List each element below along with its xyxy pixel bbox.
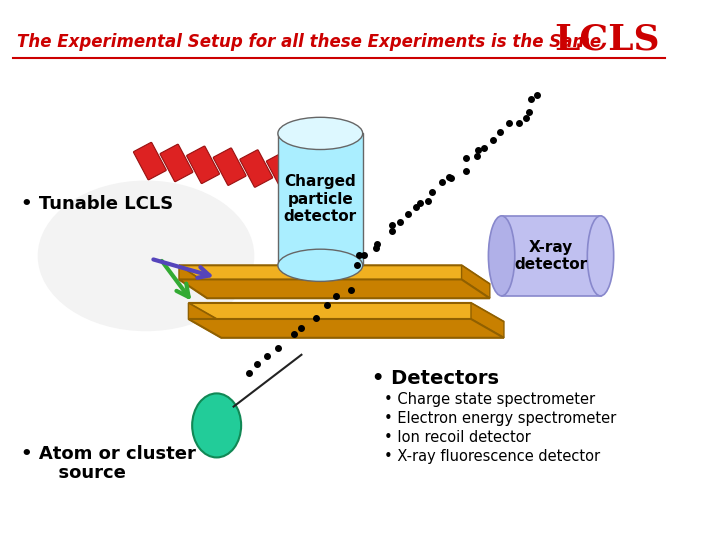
FancyBboxPatch shape (160, 144, 193, 181)
Text: LCLS: LCLS (554, 22, 660, 56)
Polygon shape (189, 303, 221, 338)
Text: • Atom or cluster: • Atom or cluster (21, 444, 196, 463)
Polygon shape (179, 265, 490, 284)
Bar (278, 133, 363, 265)
Text: The Experimental Setup for all these Experiments is the Same: The Experimental Setup for all these Exp… (17, 33, 601, 51)
Polygon shape (189, 303, 504, 322)
Bar (502, 216, 600, 296)
FancyBboxPatch shape (186, 146, 220, 184)
Text: • Charge state spectrometer: • Charge state spectrometer (384, 393, 595, 408)
Text: • Detectors: • Detectors (372, 369, 499, 388)
Text: • Tunable LCLS: • Tunable LCLS (21, 195, 173, 213)
Text: source: source (21, 463, 125, 482)
FancyBboxPatch shape (293, 153, 326, 191)
Polygon shape (189, 319, 504, 338)
Text: • Electron energy spectrometer: • Electron energy spectrometer (384, 411, 616, 427)
Polygon shape (179, 265, 207, 298)
Ellipse shape (588, 216, 613, 296)
Text: • Ion recoil detector: • Ion recoil detector (384, 430, 531, 445)
Text: Charged
particle
detector: Charged particle detector (284, 174, 357, 224)
Text: • X-ray fluorescence detector: • X-ray fluorescence detector (384, 449, 600, 464)
FancyBboxPatch shape (213, 148, 246, 185)
Ellipse shape (278, 249, 363, 281)
FancyBboxPatch shape (266, 152, 300, 189)
FancyBboxPatch shape (133, 143, 166, 180)
Polygon shape (471, 303, 504, 338)
Ellipse shape (488, 216, 515, 296)
Ellipse shape (192, 394, 241, 457)
Polygon shape (462, 265, 490, 298)
Text: X-ray
detector: X-ray detector (515, 240, 588, 272)
FancyBboxPatch shape (240, 150, 273, 187)
Polygon shape (179, 279, 490, 298)
Ellipse shape (37, 180, 254, 331)
Ellipse shape (278, 117, 363, 150)
